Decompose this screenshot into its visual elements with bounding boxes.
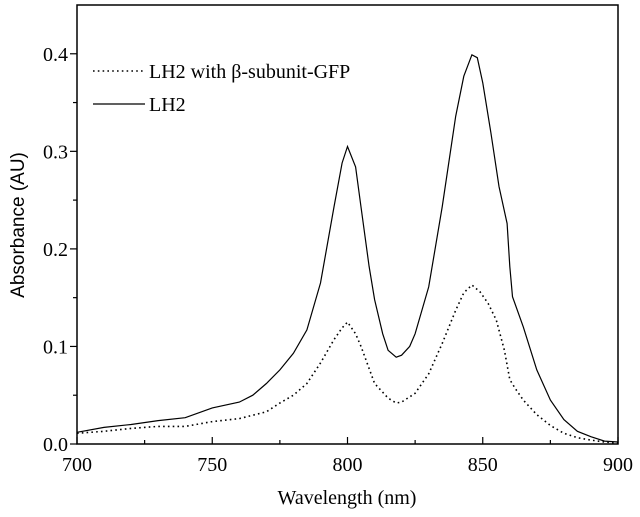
y-tick-label: 0.1 [43, 336, 68, 358]
series-line-lh2-gfp [76, 283, 619, 444]
y-tick-labels: 0.0 0.1 0.2 0.3 0.4 [43, 44, 68, 456]
axis-ticks [70, 53, 619, 445]
legend-label: LH2 with β-subunit-GFP [149, 61, 350, 83]
y-tick-label: 0.3 [43, 141, 68, 163]
x-tick-label: 700 [62, 454, 92, 476]
x-tick-label: 900 [603, 454, 633, 476]
y-tick-label: 0.0 [43, 434, 68, 456]
y-tick-label: 0.2 [43, 239, 68, 261]
x-tick-label: 750 [197, 454, 227, 476]
x-axis-title: Wavelength (nm) [278, 487, 417, 509]
legend-label: LH2 [149, 94, 186, 116]
x-tick-labels: 700 750 800 850 900 [62, 454, 633, 476]
series-line-lh2 [76, 53, 619, 443]
x-tick-label: 850 [468, 454, 498, 476]
x-tick-label: 800 [333, 454, 363, 476]
legend: LH2 with β-subunit-GFP LH2 [93, 61, 350, 116]
y-tick-label: 0.4 [43, 44, 68, 66]
y-axis-title: Absorbance (AU) [8, 152, 29, 298]
